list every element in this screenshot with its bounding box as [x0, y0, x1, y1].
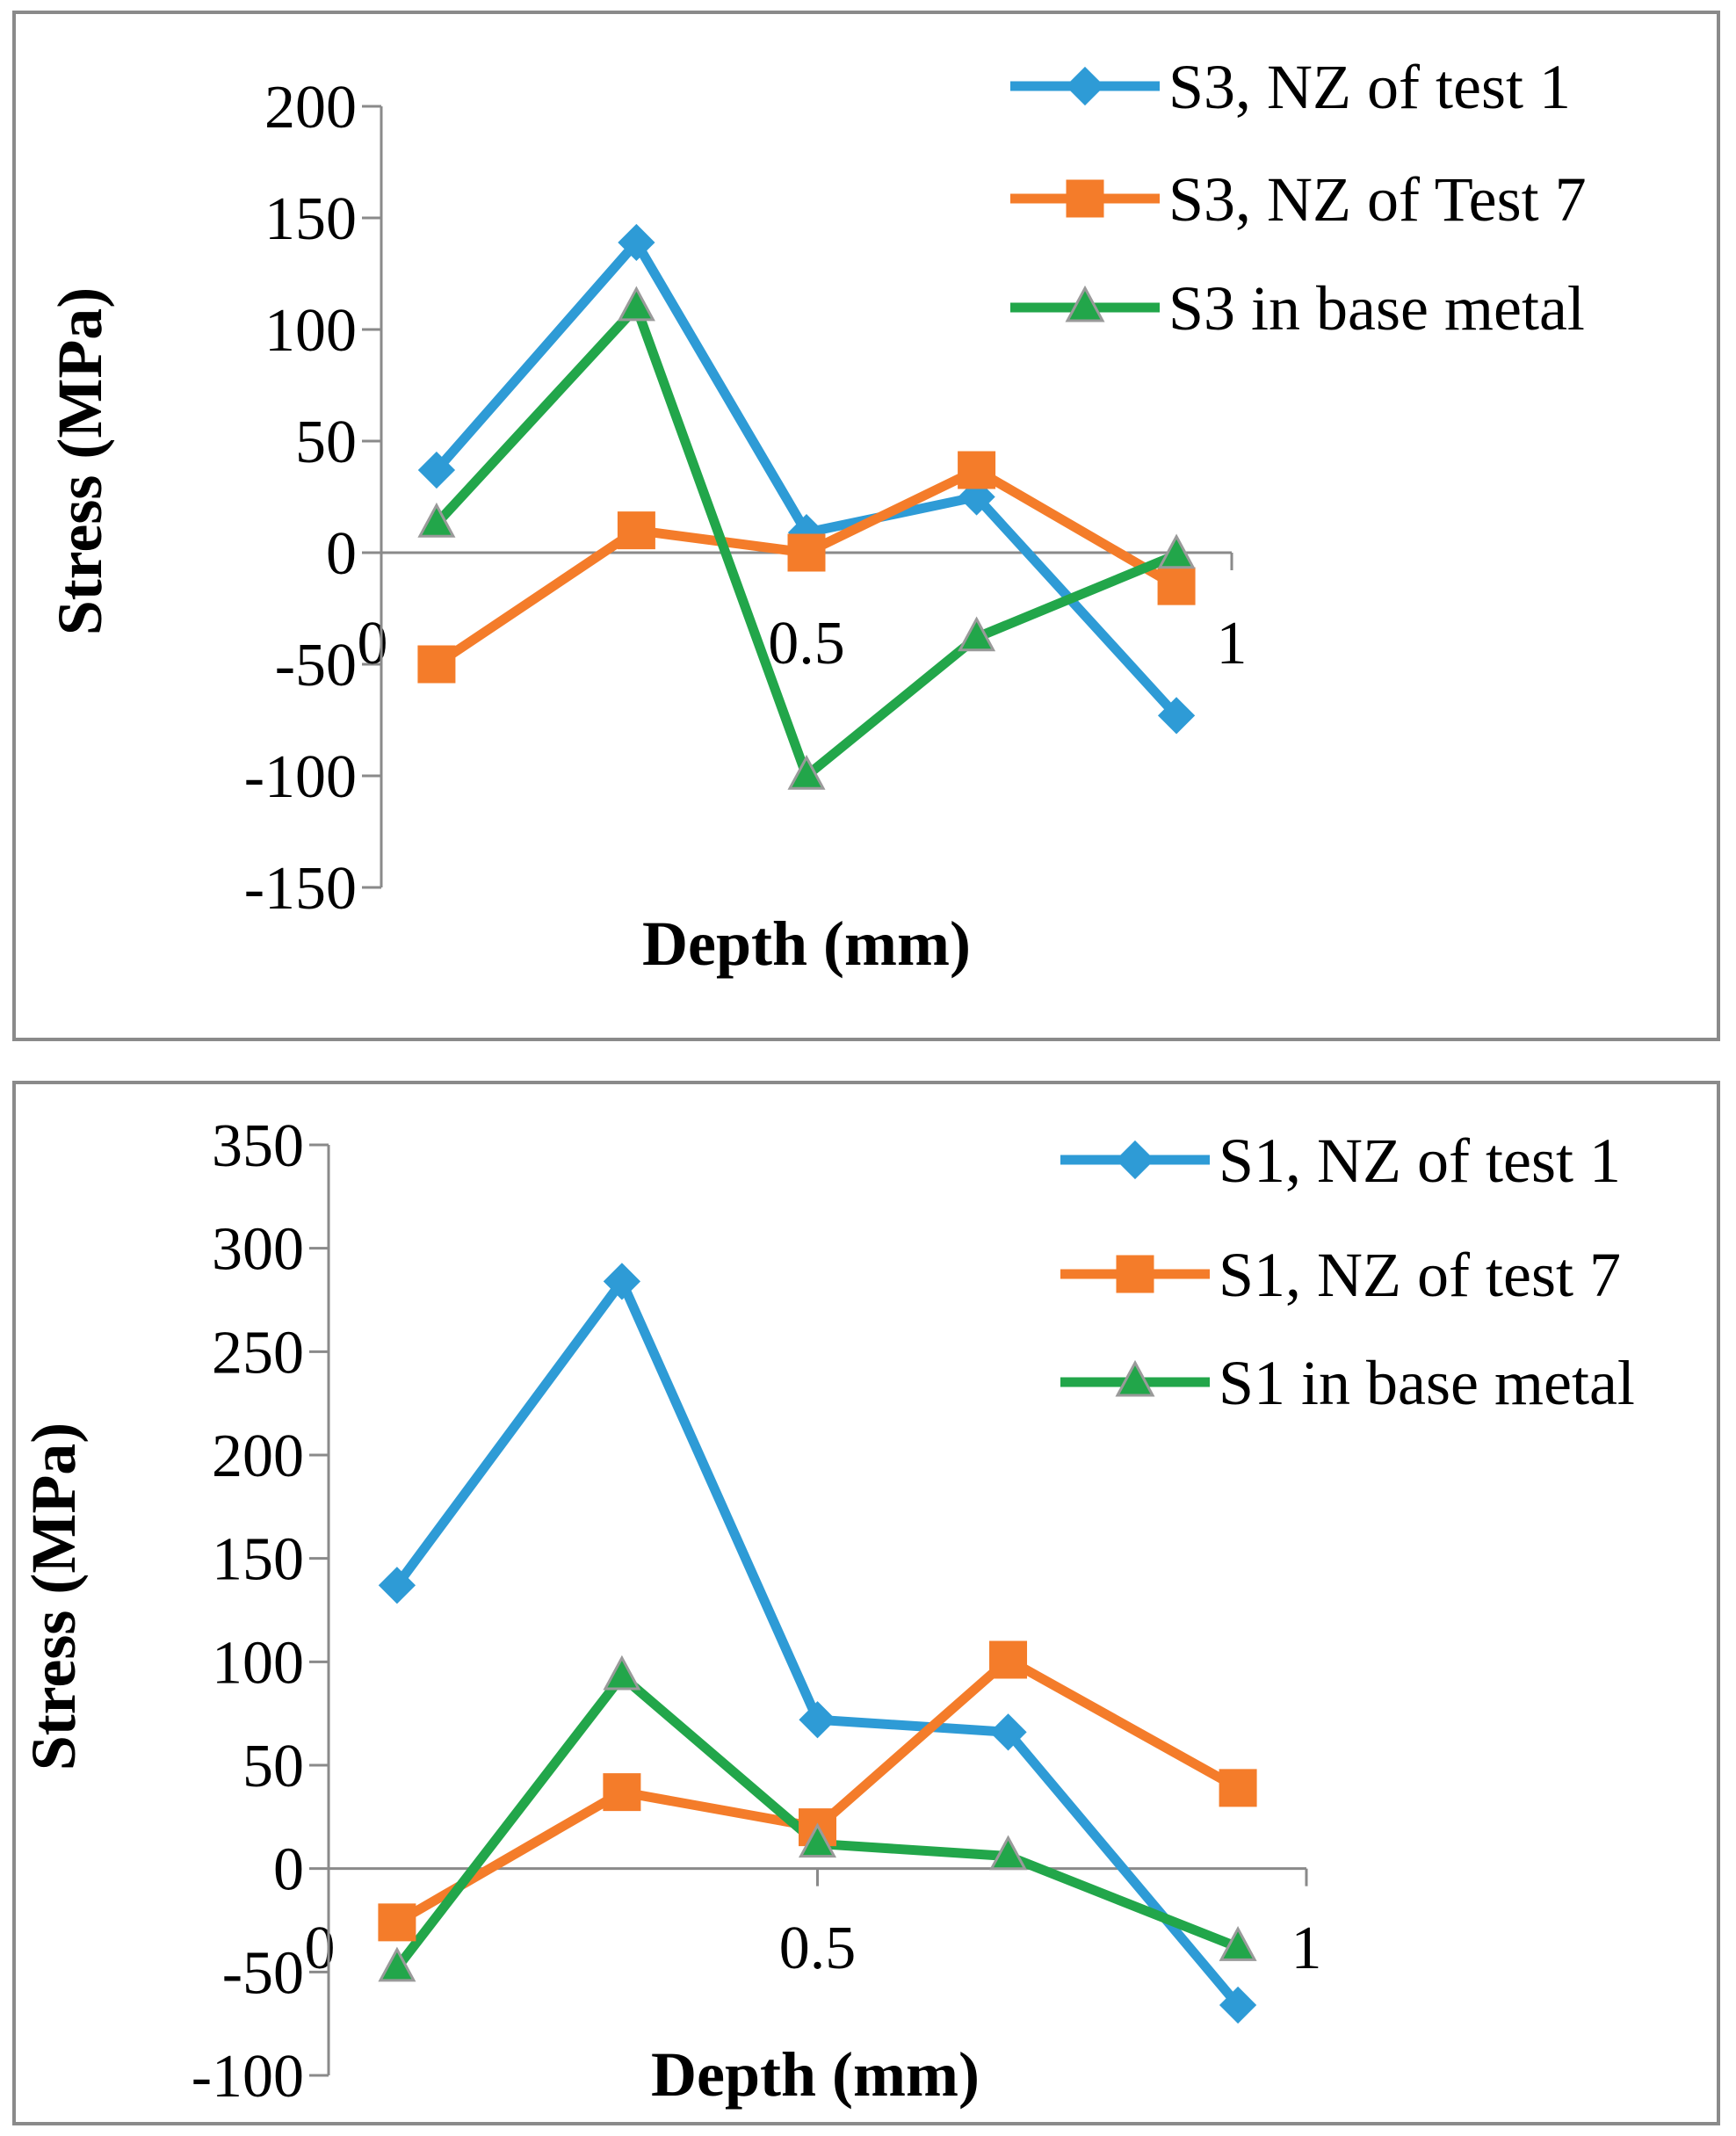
chart-2-legend: S1, NZ of test 1 S1, NZ of test 7 S1 in … [1060, 1126, 1635, 1418]
data-point-square [617, 511, 655, 550]
legend-entry-s1-test1: S1, NZ of test 1 [1060, 1126, 1621, 1196]
data-point-diamond [378, 1567, 416, 1604]
legend-label: S3, NZ of test 1 [1168, 52, 1571, 122]
y-tick-label: 0 [273, 1836, 304, 1904]
y-tick-label: 150 [264, 185, 357, 253]
x-tick-label: 1 [1291, 1915, 1322, 1982]
legend-entry-s3-base-metal: S3 in base metal [1010, 273, 1585, 344]
data-point-triangle [1157, 533, 1196, 569]
legend-entry-s3-test1: S3, NZ of test 1 [1010, 52, 1571, 122]
data-point-square [603, 1773, 641, 1812]
y-tick-label: 200 [212, 1423, 304, 1490]
legend-label: S1, NZ of test 1 [1219, 1126, 1621, 1196]
legend-entry-s3-test7: S3, NZ of Test 7 [1010, 164, 1587, 235]
data-point-triangle [417, 502, 456, 538]
x-tick-label: 1 [1217, 610, 1248, 677]
y-tick-label: 50 [295, 409, 357, 476]
y-tick-label: 100 [212, 1629, 304, 1697]
data-point-triangle [603, 1654, 641, 1691]
legend-marker-square [1066, 179, 1104, 218]
y-tick-label: 50 [242, 1733, 304, 1800]
legend-label: S3, NZ of Test 7 [1168, 164, 1587, 235]
x-tick-label: 0 [358, 610, 388, 677]
y-tick-label: 300 [212, 1216, 304, 1284]
data-point-square [958, 451, 996, 489]
y-tick-label: 250 [212, 1319, 304, 1387]
legend-marker-square [1116, 1255, 1154, 1293]
data-point-diamond [1157, 697, 1196, 735]
data-point-diamond [799, 1701, 836, 1739]
legend-entry-s1-test7: S1, NZ of test 7 [1060, 1240, 1621, 1310]
y-tick-label: 350 [212, 1112, 304, 1180]
y-tick-label: 150 [212, 1526, 304, 1594]
legend-marker-triangle [1065, 285, 1105, 322]
chart-1-y-axis-title: Stress (MPa) [45, 287, 115, 636]
legend-label: S1 in base metal [1219, 1348, 1635, 1418]
y-tick-label: -100 [244, 743, 357, 811]
y-tick-label: -100 [192, 2043, 304, 2111]
legend-marker-diamond [1065, 66, 1105, 106]
chart-2-frame [12, 1081, 1720, 2125]
x-tick-label: 0.5 [779, 1915, 857, 1982]
data-point-square [1157, 567, 1196, 605]
data-point-square [378, 1903, 416, 1942]
y-tick-label: 0 [326, 520, 357, 588]
data-point-triangle [958, 616, 996, 652]
chart-1-legend: S3, NZ of test 1 S3, NZ of Test 7 S3 in … [1010, 52, 1587, 344]
data-point-square [989, 1640, 1028, 1679]
x-tick-label: 0 [305, 1915, 336, 1982]
chart-2-x-axis-title: Depth (mm) [651, 2039, 980, 2110]
data-point-triangle [617, 286, 655, 322]
y-tick-label: 200 [264, 74, 357, 141]
data-point-square [417, 645, 456, 684]
legend-label: S1, NZ of test 7 [1219, 1240, 1621, 1310]
data-point-diamond [603, 1263, 641, 1300]
data-point-triangle [787, 754, 826, 790]
chart-2-y-axis-title: Stress (MPa) [18, 1423, 89, 1771]
legend-entry-s1-base-metal: S1 in base metal [1060, 1348, 1635, 1418]
y-tick-label: -50 [222, 1939, 304, 2007]
data-point-square [787, 533, 826, 572]
data-point-diamond [618, 223, 655, 262]
data-point-diamond [1219, 1986, 1257, 2024]
data-point-diamond [989, 1713, 1027, 1751]
data-point-triangle [989, 1835, 1028, 1871]
data-point-diamond [417, 451, 456, 489]
data-point-triangle [1219, 1926, 1257, 1961]
data-point-square [1219, 1769, 1257, 1807]
y-tick-label: -150 [244, 855, 357, 923]
legend-label: S3 in base metal [1168, 273, 1585, 344]
data-point-triangle [378, 1946, 416, 1982]
legend-marker-triangle [1115, 1359, 1155, 1397]
y-tick-label: -50 [275, 632, 357, 699]
legend-marker-diamond [1115, 1140, 1155, 1180]
y-tick-label: 100 [264, 297, 357, 365]
chart-1-x-axis-title: Depth (mm) [642, 909, 971, 979]
data-point-triangle [798, 1822, 837, 1858]
x-tick-label: 0.5 [768, 610, 845, 677]
